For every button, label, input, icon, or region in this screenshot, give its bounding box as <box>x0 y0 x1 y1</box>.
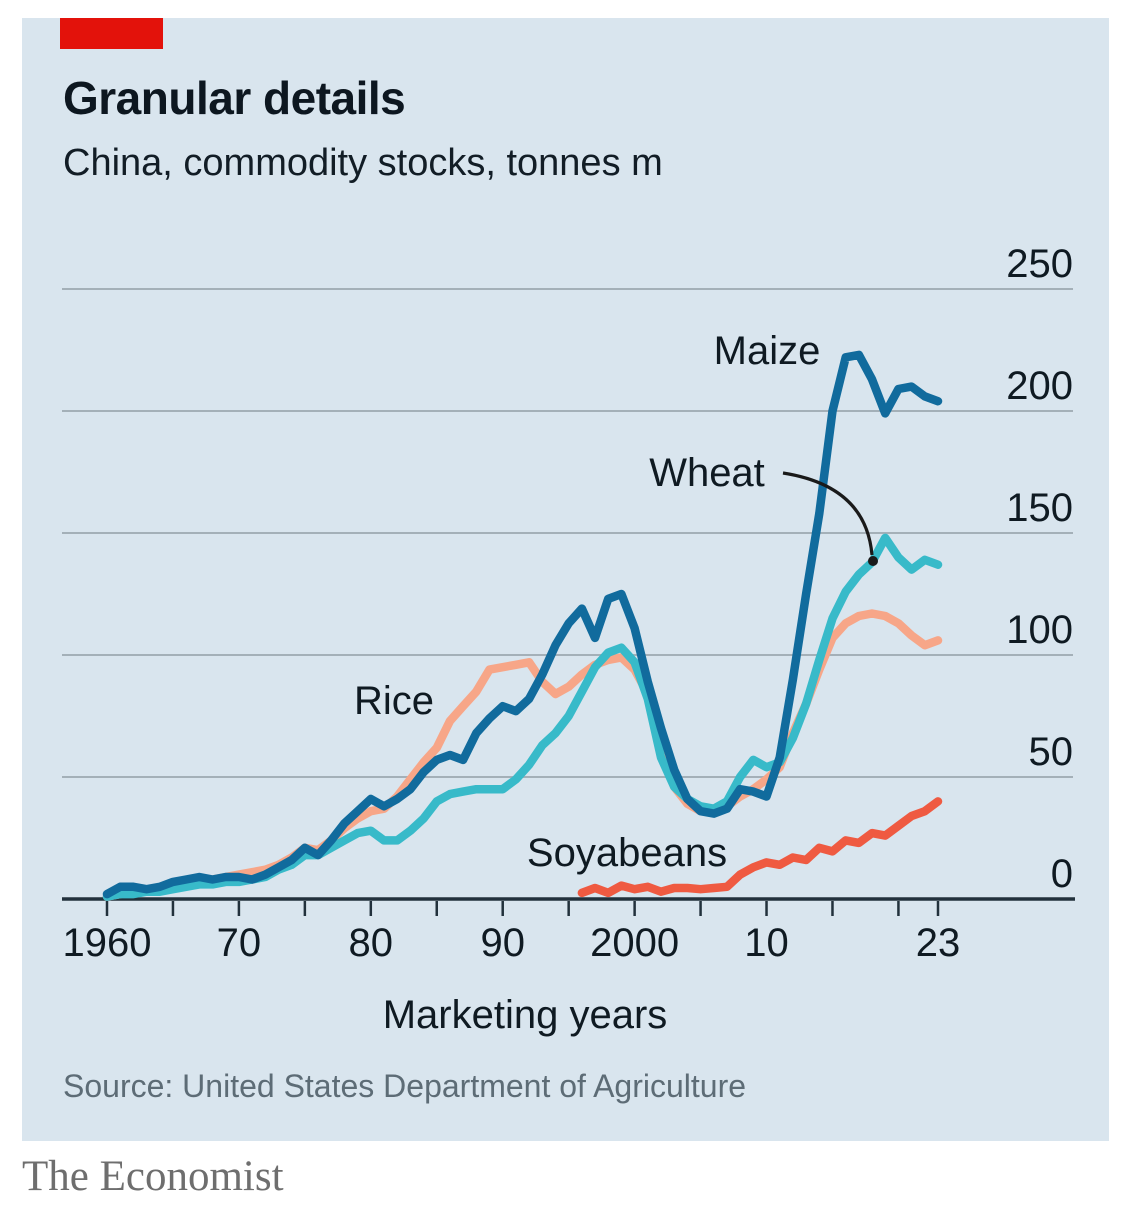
chart-title: Granular details <box>63 72 406 124</box>
chart-card: Granular details China, commodity stocks… <box>22 18 1109 1141</box>
economist-wordmark: The Economist <box>22 1153 284 1200</box>
chart-subtitle: China, commodity stocks, tonnes m <box>63 142 663 184</box>
source-note: Source: United States Department of Agri… <box>63 1068 747 1104</box>
economist-red-tab <box>60 18 163 49</box>
